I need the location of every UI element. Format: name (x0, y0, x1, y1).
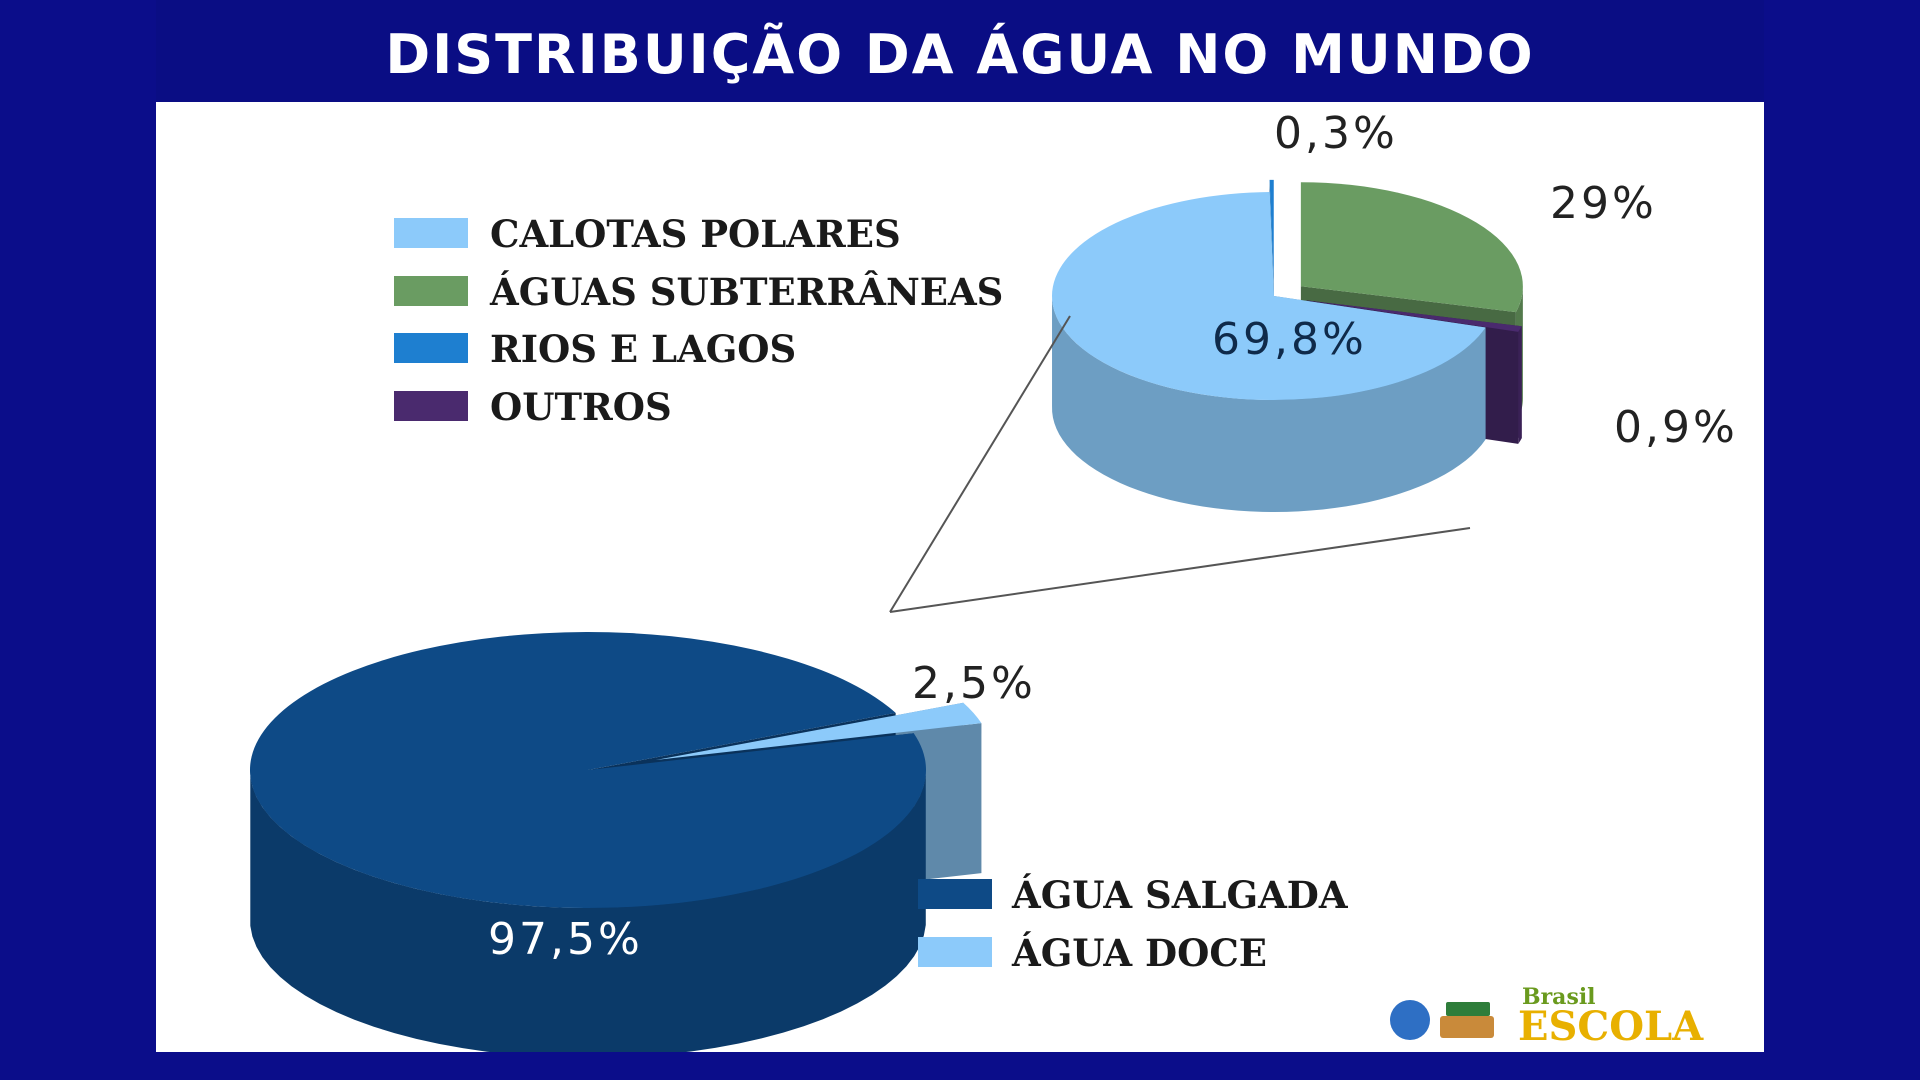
legend-swatch-rios (394, 333, 468, 363)
legend-swatch-doce (918, 937, 992, 967)
calotas-slice (1052, 192, 1486, 400)
legend-label-doce: ÁGUA DOCE (1011, 931, 1267, 975)
books-icon (1440, 1016, 1494, 1038)
salgada-slice (250, 632, 927, 909)
chart-title: DISTRIBUIÇÃO DA ÁGUA NO MUNDO (385, 22, 1535, 86)
legend-label-subterraneas: ÁGUAS SUBTERRÂNEAS (489, 270, 1003, 314)
outros-slice (1306, 300, 1522, 332)
legend-top: CALOTAS POLARES ÁGUAS SUBTERRÂNEAS RIOS … (394, 212, 1003, 429)
small-pie (1052, 179, 1523, 512)
logo-text-brasil: Brasil (1522, 984, 1596, 1010)
label-outros: 0,9% (1614, 402, 1738, 453)
legend-bottom: ÁGUA SALGADA ÁGUA DOCE (918, 873, 1349, 975)
subterraneas-slice (1300, 182, 1523, 313)
legend-label-salgada: ÁGUA SALGADA (1011, 873, 1349, 917)
legend-swatch-outros (394, 391, 468, 421)
chart: CALOTAS POLARES ÁGUAS SUBTERRÂNEAS RIOS … (250, 108, 1738, 1052)
label-doce: 2,5% (912, 658, 1036, 709)
title-bar: DISTRIBUIÇÃO DA ÁGUA NO MUNDO (156, 0, 1764, 102)
salgada-side (250, 775, 926, 1052)
legend-label-rios: RIOS E LAGOS (490, 327, 796, 371)
globe-icon (1390, 1000, 1430, 1040)
logo-text-escola: ESCOLA (1518, 1003, 1704, 1050)
legend-swatch-calotas (394, 218, 468, 248)
label-subterraneas: 29% (1550, 178, 1657, 229)
legend-label-calotas: CALOTAS POLARES (490, 212, 901, 256)
connector-lines (889, 315, 1471, 613)
label-rios: 0,3% (1274, 108, 1398, 159)
big-pie (250, 632, 982, 1052)
rios-slice (1269, 179, 1274, 284)
calotas-side (1052, 294, 1486, 512)
books-icon-top (1446, 1002, 1490, 1016)
chart-panel: CALOTAS POLARES ÁGUAS SUBTERRÂNEAS RIOS … (156, 102, 1764, 1052)
connector-line-left (889, 315, 1071, 613)
legend-label-outros: OUTROS (490, 385, 672, 429)
legend-swatch-salgada (918, 879, 992, 909)
connector-line-right (889, 527, 1471, 613)
label-salgada: 97,5% (488, 914, 643, 965)
label-calotas: 69,8% (1212, 314, 1367, 365)
outros-side (1518, 326, 1522, 444)
doce-slice (655, 702, 982, 760)
legend-swatch-subterraneas (394, 276, 468, 306)
brasil-escola-logo: Brasil ESCOLA (1390, 984, 1704, 1050)
